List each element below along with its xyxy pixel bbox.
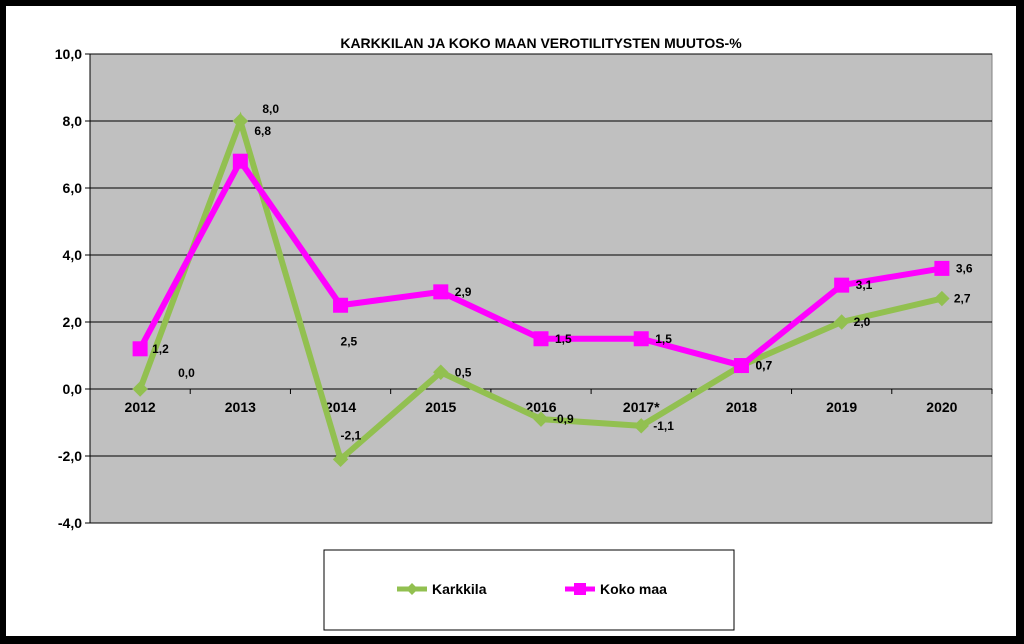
y-tick-label: -4,0 (58, 515, 82, 531)
axes (85, 53, 993, 524)
data-point (934, 290, 950, 307)
x-tick-label: 2012 (125, 399, 156, 415)
x-tick-label: 2017* (623, 399, 660, 415)
data-point (433, 284, 449, 300)
y-tick-label: 10,0 (55, 46, 82, 62)
data-point (833, 314, 850, 330)
y-tick-label: 4,0 (63, 247, 83, 263)
data-label: 2,7 (954, 292, 971, 306)
gridlines (90, 53, 992, 524)
y-tick-label: -2,0 (58, 448, 82, 464)
data-label: -0,9 (553, 412, 574, 426)
x-tick-label: 2019 (826, 399, 857, 415)
data-point (934, 260, 950, 276)
x-tick-label: 2020 (926, 399, 957, 415)
data-point (633, 418, 649, 434)
y-axis-ticks: -4,0 -2,0 0,0 2,0 4,0 6,0 8,0 10,0 (55, 46, 82, 531)
data-label: 3,6 (956, 261, 973, 275)
series-layer (132, 111, 950, 468)
data-label: 2,0 (854, 315, 871, 329)
data-label: -1,1 (653, 419, 674, 433)
legend-box (323, 549, 735, 631)
data-point (132, 341, 148, 357)
data-label: 0,7 (755, 359, 772, 373)
y-tick-label: 8,0 (63, 113, 83, 129)
data-label: 1,2 (152, 342, 169, 356)
series-koko-maa (132, 153, 950, 374)
legend-marker (574, 583, 586, 595)
data-point (433, 364, 449, 380)
data-label: 2,9 (455, 285, 472, 299)
data-point (533, 411, 549, 427)
legend-label: Koko maa (600, 581, 667, 597)
data-point (132, 381, 148, 397)
legend-key (565, 583, 595, 595)
data-label: 6,8 (254, 124, 271, 138)
data-label: 1,5 (655, 332, 672, 346)
data-label: 3,1 (856, 278, 873, 292)
data-label: 8,0 (262, 102, 279, 116)
y-tick-label: 2,0 (63, 314, 83, 330)
data-label: 0,5 (455, 365, 472, 379)
data-label: 1,5 (555, 332, 572, 346)
x-tick-label: 2018 (726, 399, 757, 415)
legend-marker (406, 583, 418, 595)
data-point (232, 153, 248, 169)
legend: Karkkila Koko maa (323, 549, 735, 631)
data-labels: 0,0 8,0 -2,1 0,5 -0,9 -1,1 0,7 2,0 2,7 1,2 6,8 2,5 2… (152, 102, 973, 442)
data-label: 2,5 (341, 334, 358, 348)
data-label: -2,1 (341, 428, 362, 442)
data-point (834, 277, 850, 293)
y-tick-label: 6,0 (63, 180, 83, 196)
y-tick-label: 0,0 (63, 381, 83, 397)
data-label: 0,7 (755, 359, 772, 373)
x-tick-label: 2014 (325, 399, 356, 415)
x-tick-label: 2013 (225, 399, 256, 415)
data-point (733, 358, 749, 374)
chart-title: KARKKILAN JA KOKO MAAN VEROTILITYSTEN MU… (340, 35, 742, 51)
x-tick-label: 2016 (525, 399, 556, 415)
data-point (633, 331, 649, 347)
data-label: 0,0 (178, 366, 195, 380)
data-point (533, 331, 549, 347)
data-point (333, 297, 349, 313)
legend-key (397, 583, 427, 595)
legend-label: Karkkila (432, 581, 487, 597)
data-point (332, 451, 349, 468)
data-point (232, 113, 249, 129)
chart-frame: KARKKILAN JA KOKO MAAN VEROTILITYSTEN MU… (6, 6, 1016, 636)
x-tick-label: 2015 (425, 399, 456, 415)
line-chart: KARKKILAN JA KOKO MAAN VEROTILITYSTEN MU… (55, 35, 993, 631)
x-axis-ticks: 2012 2013 2014 2015 2016 2017* 2018 2019 2020 (125, 399, 958, 415)
